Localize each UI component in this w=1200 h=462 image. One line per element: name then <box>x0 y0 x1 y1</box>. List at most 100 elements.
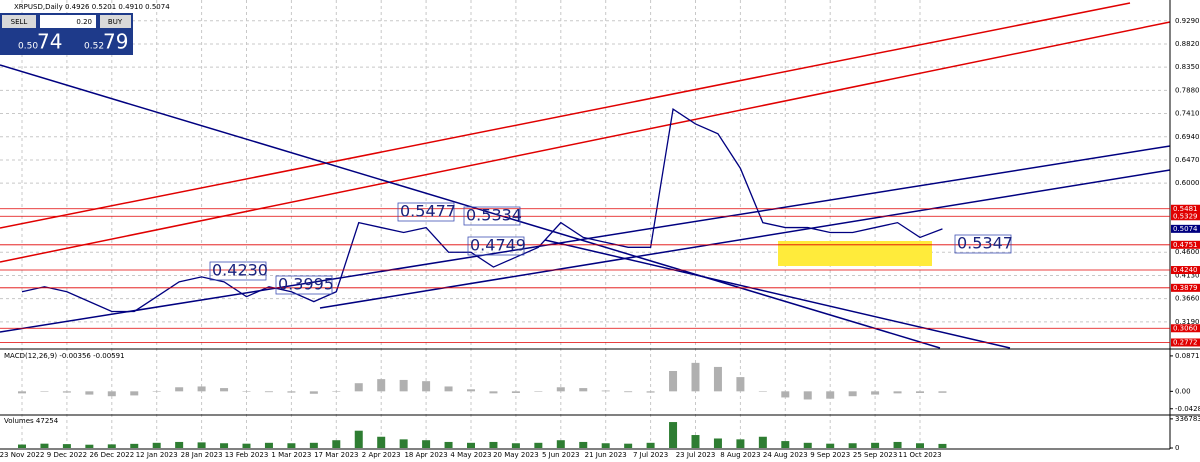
y-tick-label: 0.8350 <box>1175 63 1200 71</box>
red-channel <box>0 21 1171 263</box>
y-tick-label: 0.8820 <box>1175 40 1200 48</box>
bar <box>871 391 880 395</box>
sell-button[interactable] <box>2 15 36 28</box>
y-tick-label: 0.08711 <box>1175 352 1200 360</box>
bar <box>422 440 431 448</box>
lot-input[interactable] <box>40 15 96 28</box>
buy-label[interactable]: BUY <box>108 18 123 26</box>
bar <box>713 366 722 392</box>
bar <box>803 391 812 400</box>
level-tag <box>1171 212 1200 221</box>
bar <box>579 388 588 392</box>
bar <box>467 442 475 448</box>
bar <box>287 443 296 448</box>
bar <box>377 379 386 392</box>
x-tick-label: 1 Mar 2023 <box>271 451 311 459</box>
x-tick-label: 21 Jun 2023 <box>585 451 627 459</box>
level-label: 0.5481 <box>1173 205 1198 213</box>
bar <box>399 439 408 448</box>
bar <box>107 391 116 397</box>
blue-trend <box>0 64 941 349</box>
annotation-box <box>397 202 455 222</box>
bar <box>826 443 835 448</box>
bar <box>826 391 835 399</box>
bar <box>691 435 700 448</box>
bar <box>422 381 431 392</box>
bar <box>18 444 26 448</box>
bar <box>242 443 251 448</box>
trade-panel: SELL 0.20 BUY 0.50 74 0.52 79 <box>0 13 133 55</box>
grid <box>0 0 1170 449</box>
level-label: 0.4751 <box>1173 241 1198 249</box>
x-tick-label: 2 Apr 2023 <box>362 451 401 459</box>
annotation: 0.5334 <box>466 206 522 225</box>
bar <box>489 441 498 448</box>
bar <box>736 377 745 392</box>
x-tick-label: 23 Nov 2022 <box>0 451 44 459</box>
sell-label[interactable]: SELL <box>11 18 28 26</box>
bar <box>713 438 722 448</box>
level-label: 0.3060 <box>1173 324 1198 332</box>
level-tag <box>1171 204 1200 213</box>
bar <box>332 391 341 392</box>
bar <box>309 391 318 394</box>
bar <box>624 391 633 393</box>
bar <box>691 362 700 392</box>
bar <box>758 436 767 448</box>
x-tick-label: 11 Oct 2023 <box>898 451 941 459</box>
level-tag <box>1171 240 1200 249</box>
level-tag <box>1171 324 1200 333</box>
bar <box>197 386 206 392</box>
bar <box>220 388 229 392</box>
x-tick-label: 26 Dec 2022 <box>89 451 134 459</box>
lot[interactable]: 0.20 <box>76 18 92 26</box>
sell-big: 74 <box>37 30 62 54</box>
bar <box>893 441 902 448</box>
bar <box>242 391 251 392</box>
bar <box>197 442 206 448</box>
buy-button[interactable] <box>100 15 131 28</box>
last-price-label: 0.5074 <box>1173 225 1198 233</box>
y-tick-label: 336783 <box>1175 415 1200 423</box>
annotation: 0.4230 <box>212 261 268 280</box>
bar <box>758 391 767 392</box>
x-tick-label: 9 Sep 2023 <box>810 451 850 459</box>
annotation: 0.4749 <box>470 236 526 255</box>
x-tick-label: 8 Aug 2023 <box>720 451 760 459</box>
level-label: 0.5329 <box>1173 212 1198 220</box>
buy-big: 79 <box>103 30 128 54</box>
bar <box>309 442 318 448</box>
blue-trend <box>0 145 1171 333</box>
bar <box>534 442 543 448</box>
annotation-box <box>209 261 267 281</box>
volume-title: Volumes 47254 <box>4 417 59 425</box>
y-tick-label: 0.6940 <box>1175 133 1200 141</box>
bar <box>781 391 790 398</box>
bar <box>467 389 475 392</box>
bar <box>601 443 610 448</box>
y-tick-label: 0 <box>1175 444 1179 452</box>
bar <box>152 391 161 392</box>
bar <box>916 391 924 393</box>
sell-small: 0.50 <box>18 42 38 52</box>
bar <box>85 444 94 448</box>
bar <box>399 379 408 392</box>
y-tick-label: 0.3190 <box>1175 318 1200 326</box>
annotation: 0.5477 <box>400 202 456 221</box>
level-tag <box>1171 266 1200 275</box>
bar <box>264 442 273 448</box>
bar <box>18 391 26 394</box>
bar <box>152 442 161 448</box>
bar <box>803 442 812 448</box>
x-tick-label: 12 Jan 2023 <box>136 451 178 459</box>
bar <box>848 391 857 397</box>
bar <box>62 444 71 448</box>
price-line <box>21 108 943 313</box>
level-label: 0.3879 <box>1173 284 1198 292</box>
annotation: 0.5347 <box>957 234 1013 253</box>
bar <box>893 391 902 394</box>
blue-trend <box>319 169 1171 309</box>
bar <box>85 391 94 395</box>
